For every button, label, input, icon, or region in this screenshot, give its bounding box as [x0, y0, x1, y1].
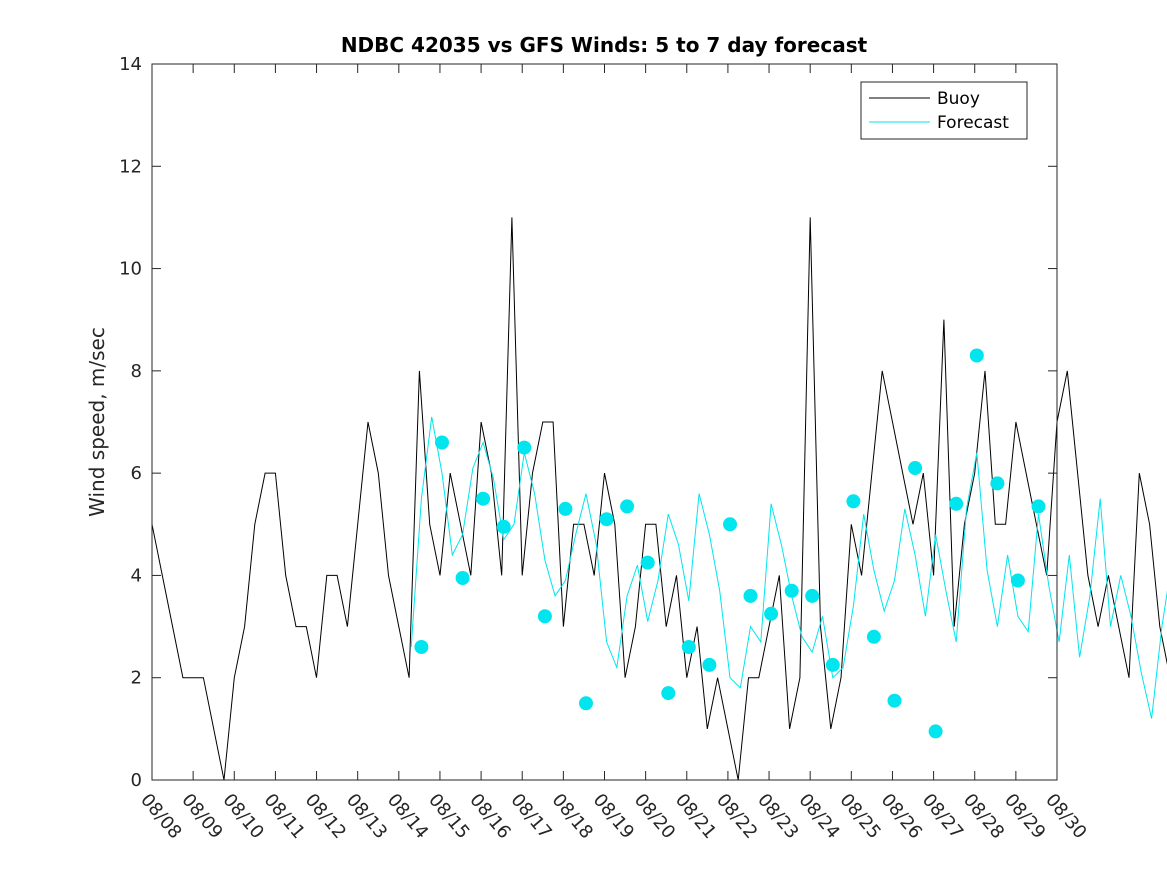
forecast-marker [435, 435, 449, 450]
legend-label-buoy: Buoy [937, 89, 980, 109]
plot-background [152, 64, 1057, 780]
forecast-marker [579, 696, 593, 711]
y-tick-label: 4 [131, 565, 142, 586]
y-tick-label: 14 [119, 54, 142, 75]
forecast-marker [1010, 573, 1025, 588]
forecast-marker [620, 499, 635, 514]
forecast-marker [537, 609, 552, 624]
forecast-marker [681, 640, 696, 654]
y-axis-label: Wind speed, m/sec [85, 327, 109, 517]
forecast-marker [558, 501, 573, 516]
forecast-marker [866, 629, 881, 644]
forecast-marker [414, 640, 429, 654]
y-tick-label: 6 [131, 463, 142, 484]
series-line-forecast [410, 416, 1167, 719]
forecast-marker [949, 496, 964, 511]
forecast-marker [455, 571, 470, 585]
marker-layer [414, 348, 1046, 739]
forecast-marker [928, 724, 943, 739]
forecast-marker [640, 555, 655, 570]
forecast-marker [887, 693, 902, 708]
forecast-marker [825, 657, 840, 672]
forecast-marker [702, 657, 717, 672]
series-layer [151, 217, 1167, 781]
y-tick-label: 8 [131, 361, 142, 382]
forecast-marker [1031, 499, 1046, 514]
legend-label-forecast: Forecast [937, 113, 1009, 133]
forecast-marker [908, 461, 923, 475]
forecast-marker [496, 519, 511, 534]
forecast-marker [599, 512, 614, 527]
forecast-marker [661, 686, 676, 701]
legend: Buoy Forecast [860, 81, 1028, 140]
y-tick-label: 2 [131, 668, 142, 689]
chart-title: NDBC 42035 vs GFS Winds: 5 to 7 day fore… [341, 33, 868, 57]
forecast-marker [517, 440, 532, 455]
forecast-marker [846, 494, 861, 509]
plot-area [151, 64, 1167, 781]
forecast-marker [764, 606, 779, 621]
legend-box [860, 81, 1028, 140]
forecast-marker [784, 583, 799, 598]
forecast-marker [805, 588, 820, 603]
y-tick-label: 0 [131, 770, 142, 791]
y-tick-label: 10 [119, 259, 142, 280]
forecast-marker [990, 476, 1005, 491]
forecast-marker [476, 491, 491, 506]
forecast-marker [743, 588, 758, 603]
y-tick-label: 12 [119, 156, 142, 177]
forecast-marker [969, 348, 984, 363]
series-line-buoy [151, 217, 1167, 781]
forecast-marker [723, 517, 737, 532]
